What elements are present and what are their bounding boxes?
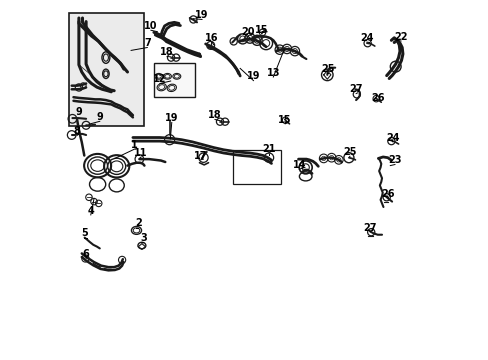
Text: 7: 7 xyxy=(143,38,150,48)
Text: 27: 27 xyxy=(348,84,362,94)
Bar xyxy=(232,150,281,184)
Text: 14: 14 xyxy=(292,160,305,170)
Text: 2: 2 xyxy=(135,218,142,228)
Text: 25: 25 xyxy=(343,147,356,157)
Text: 8: 8 xyxy=(74,126,81,136)
Text: 19: 19 xyxy=(164,113,178,123)
Text: 26: 26 xyxy=(370,93,384,103)
Text: 1: 1 xyxy=(131,140,138,150)
Text: 12: 12 xyxy=(153,74,166,84)
Text: 19: 19 xyxy=(246,71,260,81)
Text: 26: 26 xyxy=(381,189,394,199)
Text: 3: 3 xyxy=(140,233,147,243)
Text: 27: 27 xyxy=(363,222,376,233)
Text: 25: 25 xyxy=(321,64,334,74)
Text: 17: 17 xyxy=(193,150,207,161)
Text: 24: 24 xyxy=(360,33,373,43)
Text: 19: 19 xyxy=(195,10,208,20)
Text: 20: 20 xyxy=(241,27,254,37)
Text: 18: 18 xyxy=(208,110,222,120)
Text: 15: 15 xyxy=(278,114,291,125)
Text: 11: 11 xyxy=(134,148,148,158)
Text: 23: 23 xyxy=(387,155,401,165)
Bar xyxy=(153,63,195,97)
Text: 24: 24 xyxy=(386,132,399,143)
Text: 9: 9 xyxy=(75,107,82,117)
Bar xyxy=(69,13,144,126)
Text: 21: 21 xyxy=(262,144,275,154)
Text: 4: 4 xyxy=(87,206,94,216)
Text: 18: 18 xyxy=(160,47,174,57)
Text: 22: 22 xyxy=(393,32,407,42)
Text: 16: 16 xyxy=(205,33,219,43)
Text: 10: 10 xyxy=(144,21,157,31)
Text: 5: 5 xyxy=(81,228,87,238)
Text: 13: 13 xyxy=(266,68,280,78)
Text: 6: 6 xyxy=(82,249,89,259)
Text: 15: 15 xyxy=(255,24,268,35)
Text: 9: 9 xyxy=(96,112,103,122)
